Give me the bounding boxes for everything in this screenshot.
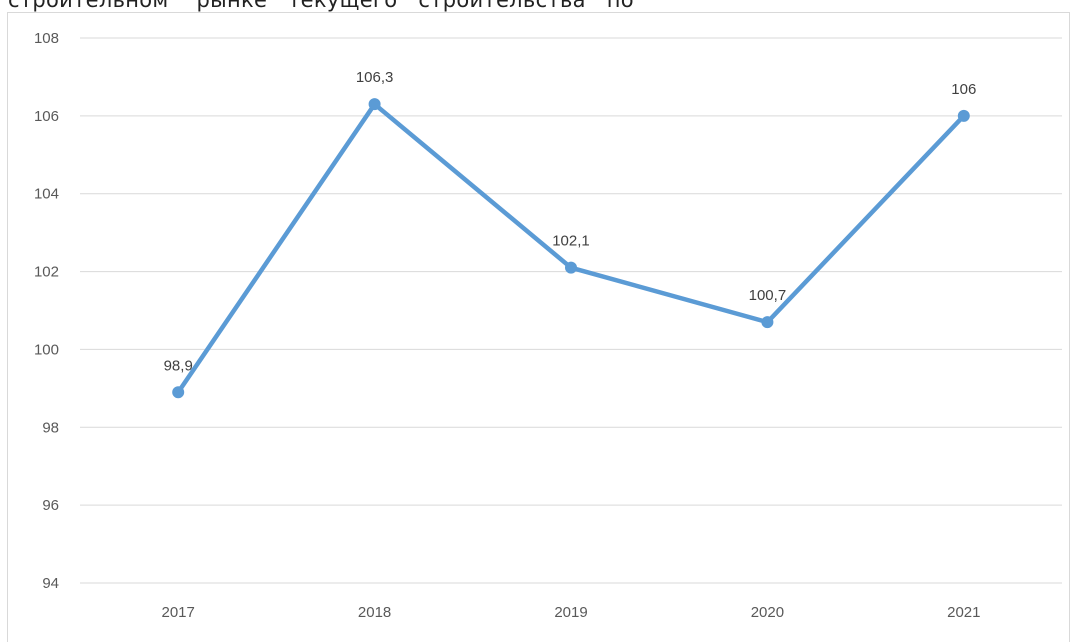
data-label-2020: 100,7 [749,287,787,304]
x-tick-label-2017: 2017 [162,604,195,621]
data-label-2019: 102,1 [552,233,590,250]
data-point-2018 [368,98,381,111]
data-label-2018: 106,3 [356,69,394,86]
y-tick-label-94: 94 [42,575,59,592]
y-tick-label-98: 98 [42,419,59,436]
y-tick-label-106: 106 [34,108,59,125]
x-tick-label-2021: 2021 [947,604,980,621]
x-tick-label-2020: 2020 [751,604,784,621]
data-point-2017 [172,386,185,399]
y-tick-label-100: 100 [34,341,59,358]
y-tick-label-108: 108 [34,30,59,47]
chart-frame [7,12,1070,642]
document-text-fragment: строительном рынке текущего строительств… [8,0,634,12]
y-axis-tick-labels: 94 96 98 100 102 104 106 108 [34,30,59,592]
data-label-2017: 98,9 [164,357,193,374]
series-layer [172,98,970,399]
data-point-2019 [565,261,577,274]
gridlines [80,37,1062,584]
y-tick-label-104: 104 [34,186,59,203]
x-tick-label-2019: 2019 [554,604,587,621]
x-axis-tick-labels: 2017 2018 2019 2020 2021 [162,604,981,621]
x-tick-label-2018: 2018 [358,604,391,621]
data-labels: 98,9 106,3 102,1 100,7 106 [164,69,977,374]
data-point-2020 [761,316,774,329]
data-label-2021: 106 [951,81,976,98]
y-tick-label-102: 102 [34,264,59,281]
data-point-2021 [957,109,970,122]
y-tick-label-96: 96 [42,497,59,514]
